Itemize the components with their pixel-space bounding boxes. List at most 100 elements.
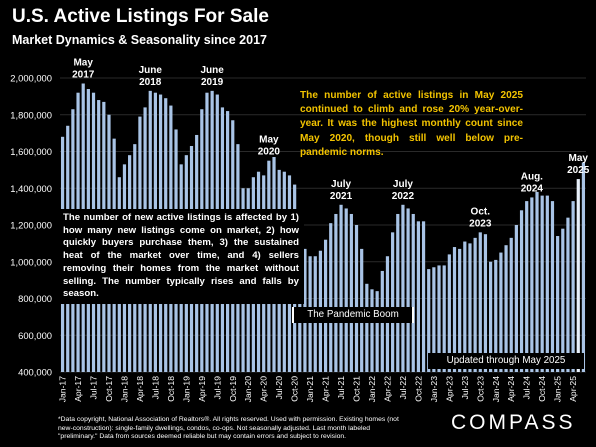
x-tick-label: Jan-23 [429,376,439,402]
bar [550,201,555,372]
bar [535,191,539,372]
x-tick-label: Jul-17 [89,376,99,400]
x-tick-label: Oct-22 [413,376,423,402]
bar [323,239,328,372]
bar [571,201,575,372]
bar [339,204,343,372]
x-tick-label: Jul-24 [522,376,532,400]
bar [452,247,457,372]
bar [509,237,513,372]
x-tick-label: Oct-17 [104,376,114,402]
peak-label: Aug. [521,171,543,182]
pandemic-boom-label: The Pandemic Boom [292,307,414,323]
y-tick-label: 400,000 [18,367,52,378]
bar [489,261,493,372]
y-tick-label: 1,000,000 [10,256,52,267]
peak-label: 2017 [72,70,95,81]
x-tick-label: Jan-21 [305,376,315,402]
x-tick-label: Apr-20 [259,376,269,402]
peak-label: May [73,58,93,69]
peak-label: 2022 [392,191,415,202]
bar [447,254,451,372]
y-axis-labels: 2,000,000 1,800,000 1,600,000 1,400,000 1,20… [10,73,52,378]
x-tick-label: Jan-24 [491,376,501,402]
x-tick-label: Jan-19 [181,376,191,402]
bar [375,291,379,372]
peak-label: 2019 [201,77,224,88]
bar [545,195,549,372]
y-tick-label: 1,800,000 [10,109,52,120]
peak-label: Oct. [471,206,491,217]
bar [416,221,420,372]
y-tick-label: 600,000 [18,330,52,341]
peak-label: July [331,179,351,190]
bar [411,213,415,372]
bar [437,265,441,372]
bar [421,221,426,372]
x-tick-label: Oct-20 [290,376,300,402]
bar [391,232,395,372]
bar [349,213,353,372]
y-tick-label: 1,600,000 [10,146,52,157]
peak-label: 2023 [469,218,492,229]
x-tick-label: Apr-18 [135,376,145,402]
bar [463,241,467,372]
bar [504,245,508,372]
x-tick-label: Jul-23 [460,376,470,400]
bar [519,210,524,372]
peak-label: June [139,65,163,76]
x-tick-label: Jan-22 [367,376,377,402]
x-tick-label: Oct-18 [166,376,176,402]
x-tick-label: Oct-24 [537,376,547,402]
bar [494,259,498,372]
y-tick-label: 800,000 [18,293,52,304]
peak-label: 2025 [567,165,590,176]
y-tick-label: 2,000,000 [10,73,52,84]
bar [561,228,565,372]
chart-subtitle: Market Dynamics & Seasonality since 2017 [12,33,267,47]
x-tick-label: Apr-21 [321,376,331,402]
peak-label: 2020 [258,147,281,158]
updated-through-label: Updated through May 2025 [428,353,584,369]
peak-label: May [259,135,279,146]
bar [499,252,503,372]
footnote: *Data copyright, National Association of… [58,416,399,441]
x-tick-label: Jan-18 [119,376,129,402]
bar [514,225,518,372]
bar [530,197,534,372]
bar [478,232,482,372]
bar [406,208,410,372]
bar [427,269,431,372]
bar [354,225,359,372]
bar [365,283,369,372]
bar [468,243,472,373]
y-tick-label: 1,400,000 [10,183,52,194]
bar [566,217,570,372]
bar [556,236,560,372]
bar [396,213,400,372]
x-tick-label: Oct-23 [475,376,485,402]
bar [581,162,586,372]
bar [576,179,580,372]
bar [483,234,488,372]
x-tick-label: Oct-19 [228,376,238,402]
x-tick-label: Apr-23 [444,376,454,402]
x-tick-label: Jul-22 [398,376,408,400]
x-tick-label: Jan-17 [58,376,68,402]
bar [334,213,338,372]
x-tick-label: Apr-24 [506,376,516,402]
x-tick-label: Jan-25 [553,376,563,402]
bar [344,208,348,372]
bar [458,248,462,372]
peak-label: July [393,179,413,190]
x-tick-label: Jul-18 [150,376,160,400]
peak-label: 2021 [330,191,353,202]
may-2025-note: The number of active listings in May 202… [300,90,523,158]
bar [525,201,529,372]
bar [432,267,436,372]
bar [329,223,333,372]
x-tick-label: Apr-22 [382,376,392,402]
x-tick-label: Jan-20 [243,376,253,402]
bar [540,195,544,372]
